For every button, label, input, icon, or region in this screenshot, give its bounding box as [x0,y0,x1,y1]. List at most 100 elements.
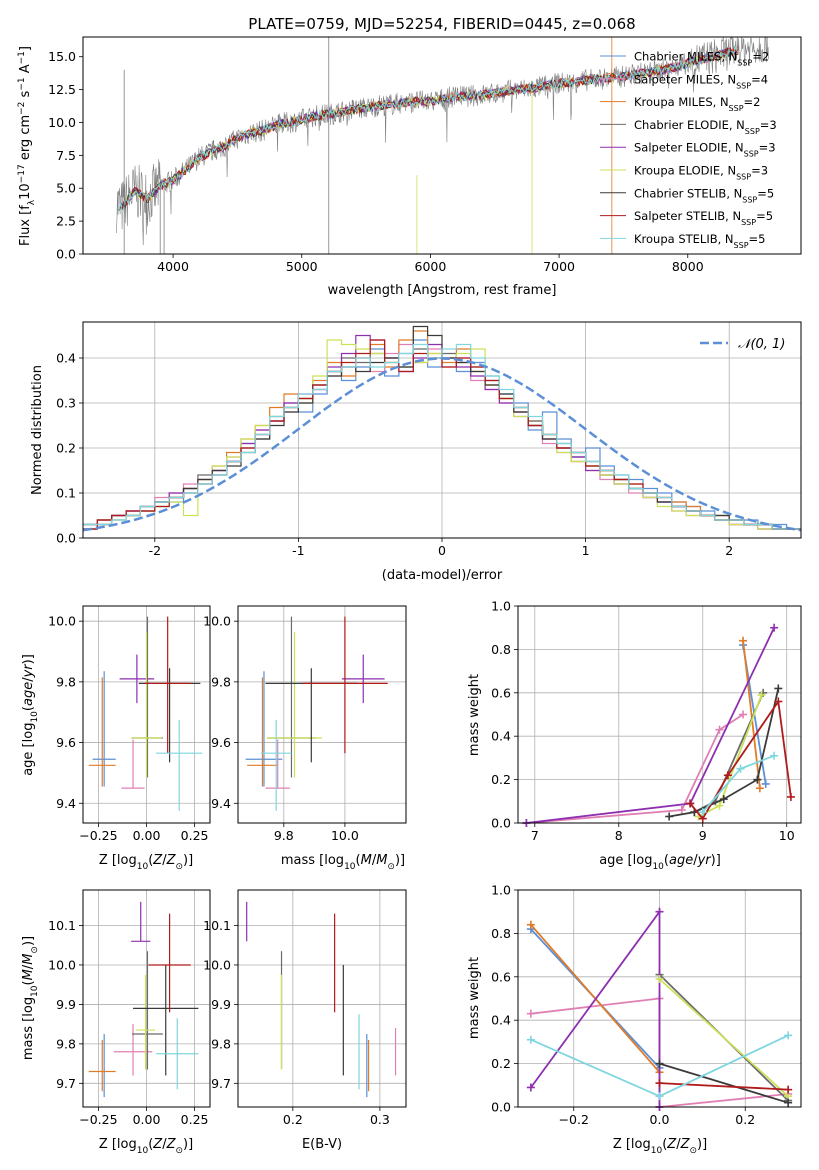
x-tick-label: 10 [779,828,795,843]
series-line-6 [659,1062,789,1104]
label-part: ( [21,706,36,711]
label-part: )] [183,1137,193,1152]
x-tick-label: 5000 [286,259,318,274]
legend-label: Chabrier ELODIE, NSSP=3 [634,118,777,136]
label-part: =3 [759,141,776,155]
series-marker [774,697,783,706]
label-part: −1 [17,51,27,64]
label-part: )] [183,853,193,868]
x-axis-label: E(B-V) [302,1137,342,1152]
series-marker [784,1098,793,1107]
label-part: SSP [734,240,749,249]
label-part: / [21,964,36,969]
y-tick-label: 0.6 [491,685,511,700]
series-marker [755,784,764,793]
label-part: / [693,853,698,868]
label-part: Flux [f [18,205,33,246]
label-part: =5 [756,209,773,223]
x-axis-label: wavelength [Angstrom, rest frame] [328,283,557,298]
legend-label: Chabrier STELIB, NSSP=5 [634,186,774,204]
x-tick-label: −0.25 [79,1112,117,1127]
series-marker [526,1009,535,1018]
x-tick-label: 0.2 [735,1112,755,1127]
series-marker [774,684,783,693]
y-axis-label: mass weight [467,957,482,1039]
label-part: )] [395,853,405,868]
legend-label: Chabrier MILES, NSSP=2 [634,50,769,68]
y-tick-label: 9.8 [56,674,76,689]
y-tick-label: 9.4 [211,796,231,811]
y-tick-label: 0.0 [56,247,76,262]
x-tick-label: 2 [725,543,733,558]
label-part: SSP [729,104,744,113]
x-tick-label: 7 [531,828,539,843]
y-axis-label: Flux [fλ10−17 erg cm−2 s−1 A−1] [17,46,37,246]
x-tick-label: −0.2 [559,1112,589,1127]
label-part: Z [680,1137,691,1152]
x-tick-label: -1 [292,543,304,558]
legend-label: Salpeter STELIB, NSSP=5 [634,209,773,227]
label-part: age [log [21,723,36,776]
x-tick-label: 0.3 [370,1112,390,1127]
label-part: =2 [752,50,769,64]
y-tick-label: 9.4 [56,796,76,811]
y-tick-label: 0.0 [491,816,511,831]
label-part: 10 [30,711,40,723]
series-line-1 [526,713,744,823]
series-marker [677,805,686,814]
label-part: M [21,954,36,965]
y-tick-label: 0.0 [56,531,76,546]
label-part: 10 [651,1146,663,1156]
x-tick-label: −0.25 [79,828,117,843]
label-part: Z [166,1137,177,1152]
x-tick-label: 0.2 [283,1112,303,1127]
label-part: )] [21,654,36,664]
gaussian-curve [83,357,801,532]
y-tick-label: 12.5 [48,82,76,97]
y-tick-label: 10.1 [203,918,231,933]
label-part: −1 [17,77,27,90]
y-tick-label: 9.8 [56,1036,76,1051]
label-part: 10 [137,862,149,872]
label-part: ⊙ [175,862,183,872]
x-tick-label: 9.8 [274,828,294,843]
series-marker [784,1085,793,1094]
series-marker [698,808,707,817]
x-tick-label: 10.0 [331,828,359,843]
label-part: s [18,90,33,101]
label-part: ( [662,1137,667,1152]
model-line-8 [118,45,739,214]
label-part: SSP [736,81,751,90]
x-axis-label: Z [log10(Z/Z⊙)] [99,1137,193,1156]
series-marker [736,764,745,773]
x-axis-label: mass [log10(M/M⊙)] [281,853,405,872]
label-part: ( [664,853,669,868]
y-tick-label: 0.4 [491,1013,511,1028]
label-part: 10 [137,1146,149,1156]
y-tick-label: 0.2 [491,1056,511,1071]
label-part: Salpeter MILES, N [634,72,736,86]
label-part: SSP [736,172,751,181]
label-part: 10 [30,985,40,997]
y-tick-label: 9.8 [211,674,231,689]
axes-frame [82,321,802,539]
y-tick-label: 15.0 [48,49,76,64]
series-marker [665,812,674,821]
label-part: =4 [751,72,768,86]
series-marker [526,1035,535,1044]
y-tick-label: 0.2 [56,441,76,456]
series-line-2 [742,640,761,789]
label-part: ( [21,980,36,985]
x-tick-label: 9 [699,828,707,843]
label-part: / [162,1137,167,1152]
y-tick-label: 1.0 [491,599,511,614]
label-part: age [21,682,36,706]
label-part: ( [148,853,153,868]
axes-frame [82,889,211,1108]
label-part: Z [152,1137,163,1152]
panel-mass_vs_EBV: 0.2 0.3 9.7 9.8 9.9 10.0 10.1 E(B-V) [203,889,407,1152]
label-part: M [376,853,387,868]
x-tick-label: 4000 [157,259,189,274]
label-part: 10 [344,862,356,872]
